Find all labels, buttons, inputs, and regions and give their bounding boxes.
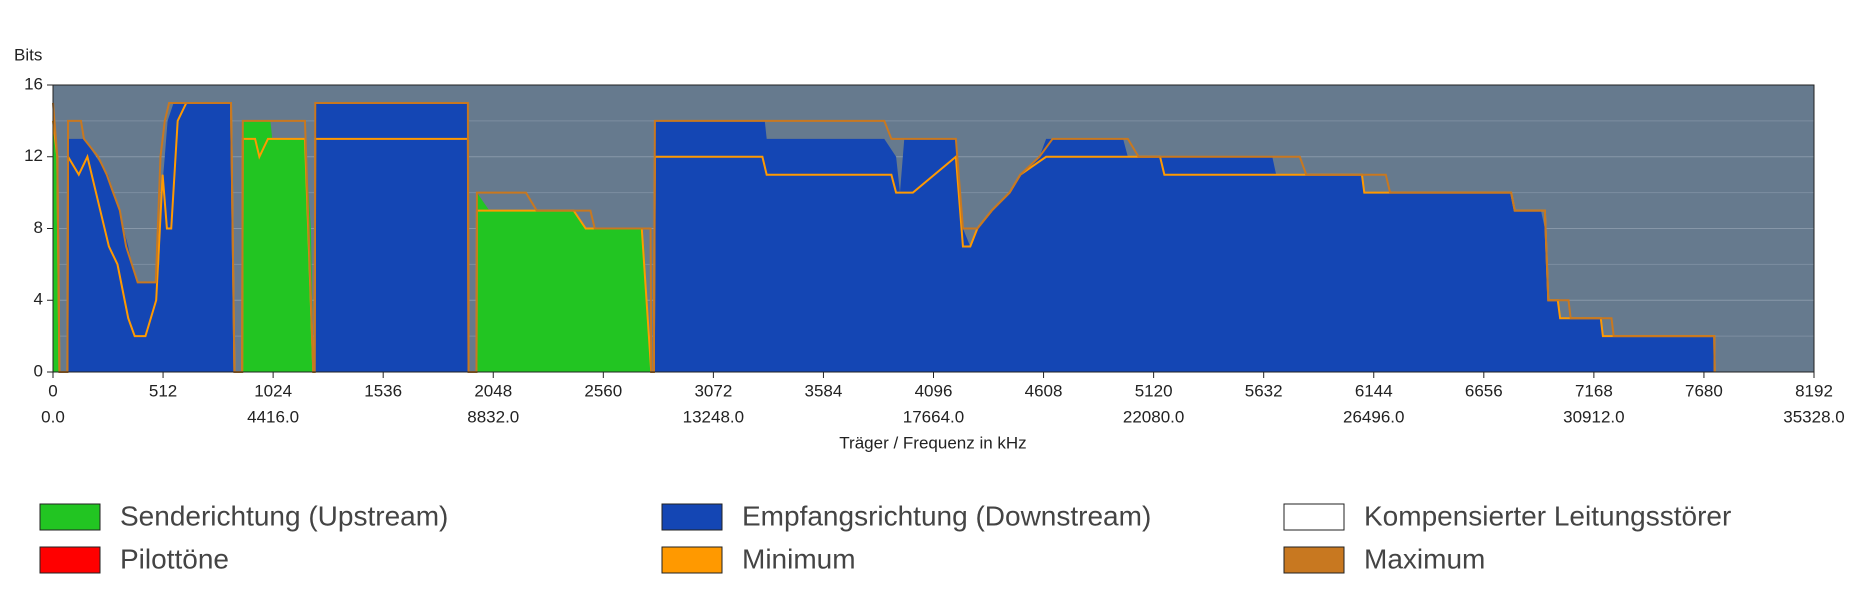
x-tick-label: 4096 — [915, 381, 953, 400]
x-tick-label: 7168 — [1575, 381, 1613, 400]
x-tick-label: 6144 — [1355, 381, 1393, 400]
x2-tick-label: 0.0 — [41, 407, 65, 426]
x-tick-label: 8192 — [1795, 381, 1833, 400]
x-tick-label: 6656 — [1465, 381, 1503, 400]
x-tick-label: 3072 — [694, 381, 732, 400]
x2-tick-label: 8832.0 — [467, 407, 519, 426]
y-axis-label: Bits — [14, 45, 42, 64]
x-tick-label: 2560 — [584, 381, 622, 400]
legend-swatch — [1283, 546, 1345, 574]
x2-tick-label: 30912.0 — [1563, 407, 1624, 426]
x-tick-label: 2048 — [474, 381, 512, 400]
x-axis-label: Träger / Frequenz in kHz — [839, 433, 1026, 452]
line — [52, 101, 1716, 373]
legend-label: Maximum — [1364, 543, 1485, 574]
x-tick-label: 1536 — [364, 381, 402, 400]
legend-label: Senderichtung (Upstream) — [120, 500, 448, 531]
area — [67, 102, 1715, 372]
x-tick-label: 4608 — [1025, 381, 1063, 400]
x-tick-label: 7680 — [1685, 381, 1723, 400]
y-tick-label: 0 — [34, 361, 43, 380]
y-tick-label: 16 — [24, 74, 43, 93]
x2-tick-label: 13248.0 — [683, 407, 744, 426]
x-tick-label: 0 — [48, 381, 57, 400]
legend-swatch — [1283, 503, 1345, 531]
x2-tick-label: 4416.0 — [247, 407, 299, 426]
x2-tick-label: 26496.0 — [1343, 407, 1404, 426]
area — [53, 102, 652, 372]
legend-label: Pilottöne — [120, 543, 229, 574]
y-tick-label: 12 — [24, 146, 43, 165]
legend-swatch — [39, 546, 101, 574]
legend-swatch — [39, 503, 101, 531]
legend-swatch — [661, 546, 723, 574]
x-tick-label: 3584 — [805, 381, 843, 400]
x-tick-label: 5120 — [1135, 381, 1173, 400]
legend-label: Kompensierter Leitungsstörer — [1364, 500, 1731, 531]
x2-tick-label: 35328.0 — [1783, 407, 1844, 426]
y-tick-label: 4 — [34, 290, 43, 309]
x2-tick-label: 17664.0 — [903, 407, 964, 426]
x-tick-label: 512 — [149, 381, 177, 400]
x-tick-label: 5632 — [1245, 381, 1283, 400]
x2-tick-label: 22080.0 — [1123, 407, 1184, 426]
legend-swatch — [661, 503, 723, 531]
y-tick-label: 8 — [34, 218, 43, 237]
x-tick-label: 1024 — [254, 381, 292, 400]
plot-frame — [52, 84, 1815, 373]
legend-label: Empfangsrichtung (Downstream) — [742, 500, 1151, 531]
legend-label: Minimum — [742, 543, 856, 574]
